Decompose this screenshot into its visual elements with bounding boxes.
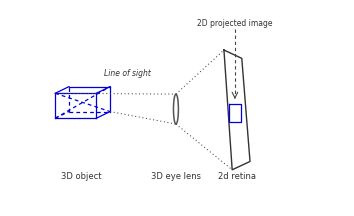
Text: 3D object: 3D object (61, 172, 102, 181)
Text: 2d retina: 2d retina (218, 172, 256, 181)
Text: Line of sight: Line of sight (104, 69, 152, 78)
Text: 2D projected image: 2D projected image (197, 19, 273, 29)
Text: 3D eye lens: 3D eye lens (151, 172, 201, 181)
